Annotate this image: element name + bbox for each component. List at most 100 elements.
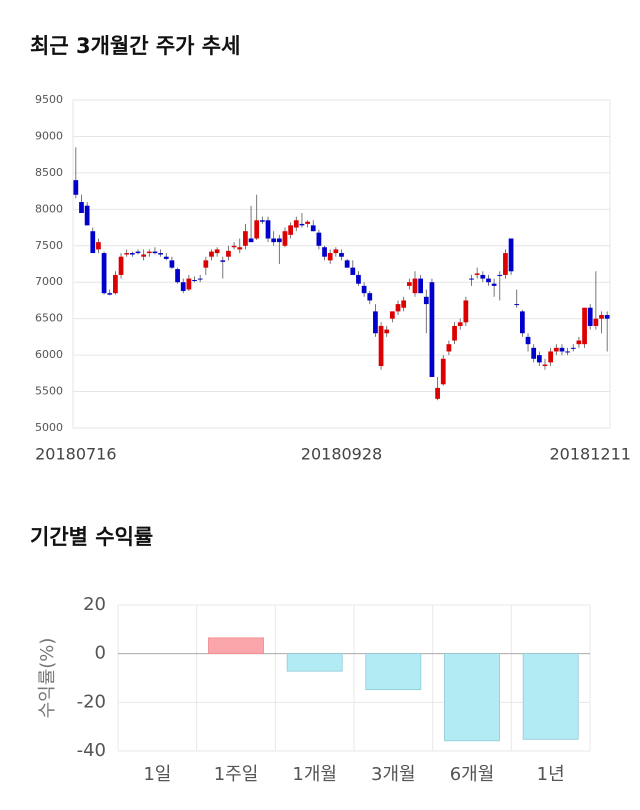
candle-body [254,220,260,239]
candle-body [169,260,175,268]
y-tick-label: 7500 [35,239,63,252]
candle-body [237,247,243,250]
candle-body [514,304,520,306]
candle-body [73,180,79,195]
candle-body [542,364,548,367]
candle-body [412,278,418,294]
candle-body [435,387,440,399]
candle-body [152,251,158,254]
candle-body [203,260,209,268]
candle-body [158,253,163,255]
candle-body [220,260,226,262]
candle-body [418,278,424,294]
x-tick-label: 1주일 [214,764,259,785]
candle-body [226,250,231,257]
candle-body [429,282,435,377]
y-tick-label: 8500 [35,166,63,179]
candle-body [271,238,277,243]
candle-body [322,247,327,257]
candle-body [84,205,90,226]
candle-body [129,253,135,255]
candle-body [350,267,356,275]
candle-body [389,311,395,319]
candle-body [480,274,486,279]
candle-body [316,232,322,246]
chart-title: 기간별 수익률 [30,525,153,549]
candle-body [192,280,197,282]
candle-body [520,311,525,334]
y-tick-label: 8000 [35,202,63,215]
candle-body [310,225,316,232]
y-tick-label: 5000 [35,421,63,434]
candle-body [457,322,463,326]
candle-body [423,296,429,305]
candle-body [135,251,141,254]
candle-body [406,282,412,286]
candle-body [265,220,271,239]
candle-body [604,315,610,319]
candle-body [440,358,446,385]
x-tick-label: 6개월 [450,764,495,785]
y-tick-label: 0 [95,643,106,664]
candle-body [373,311,378,334]
candle-body [214,249,220,254]
candle-body [305,221,310,224]
x-tick-label: 1일 [143,764,171,785]
candle-body [474,273,480,275]
candle-body [209,251,214,257]
y-tick-label: 7000 [35,275,63,288]
bar [365,653,422,691]
candle-body [553,347,559,352]
y-tick-label: 5500 [35,385,63,398]
candle-body [599,315,604,319]
candle-body [327,253,333,261]
candle-body [536,355,542,363]
candle-body [101,253,107,294]
x-tick-label: 20181211 [549,445,630,464]
candle-body [282,231,288,246]
y-tick-label: -40 [77,740,106,761]
candle-body [276,238,282,243]
candle-body [344,260,350,268]
candle-body [118,256,124,275]
candle-body [593,318,599,326]
bar [286,653,343,672]
candle-body [582,307,587,345]
candle-body [503,253,508,275]
candle-body [452,325,457,341]
y-tick-label: 9000 [35,129,63,142]
candle-body [491,283,497,286]
y-tick-label: 6500 [35,312,63,325]
candle-body [186,278,192,290]
candle-body [96,242,101,250]
chart-title: 최근 3개월간 주가 추세 [30,34,240,58]
x-tick-label: 20180928 [301,445,382,464]
candle-body [146,251,152,254]
candle-body [486,278,491,283]
x-tick-label: 1년 [537,764,565,785]
plot-area [72,99,611,429]
candle-body [293,220,299,228]
candle-body [339,253,344,257]
candle-body [231,245,237,248]
candle-body [395,304,401,312]
bar [522,653,579,740]
candle-body [175,269,180,283]
candle-body [248,238,254,243]
bar [444,653,500,742]
candle-body [197,278,203,280]
candle-body [124,253,130,255]
candle-body [508,238,514,272]
candle-body [107,293,113,295]
candle-body [384,329,390,334]
candle-body [361,285,367,294]
candle-body [587,307,593,326]
candle-body [525,336,531,345]
candle-body [299,223,305,226]
candle-body [401,300,407,308]
x-tick-label: 20180716 [35,445,116,464]
x-tick-label: 3개월 [371,764,416,785]
y-axis-label: 수익률(%) [37,638,58,719]
candle-body [548,351,554,363]
